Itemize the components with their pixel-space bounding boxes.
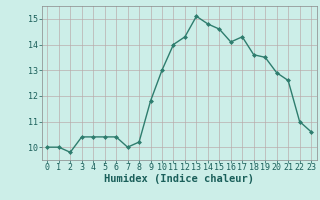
X-axis label: Humidex (Indice chaleur): Humidex (Indice chaleur) [104,174,254,184]
